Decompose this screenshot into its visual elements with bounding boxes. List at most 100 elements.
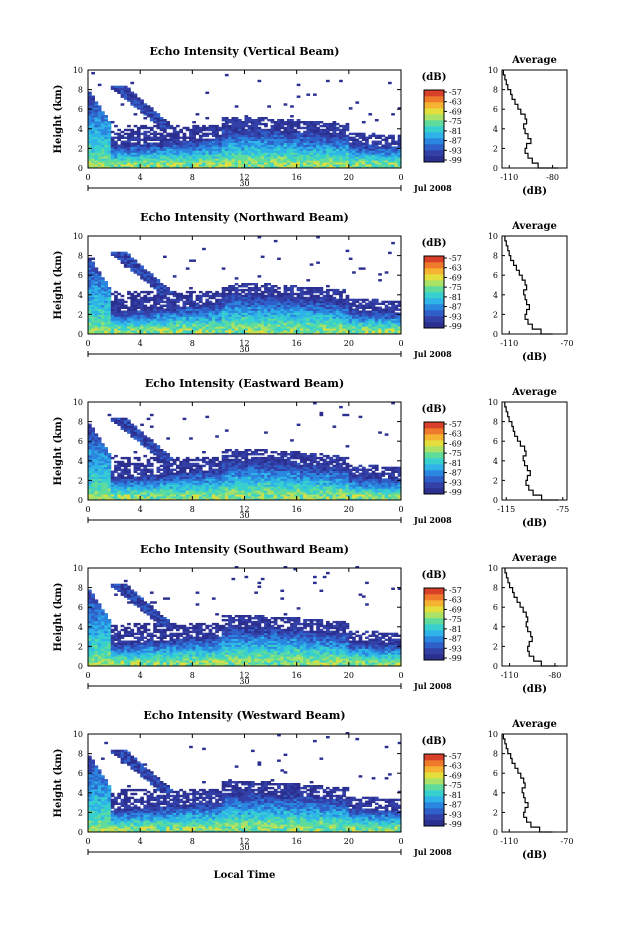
heatmap-cell <box>306 287 310 289</box>
heatmap-cell <box>333 297 337 299</box>
heatmap-cell <box>147 105 151 107</box>
heatmap-cell <box>134 295 138 297</box>
heatmap-cell <box>170 125 174 127</box>
heatmap-cell <box>111 301 115 303</box>
heatmap-cell <box>121 295 125 297</box>
colorbar-swatch <box>424 256 444 262</box>
heatmap-cell <box>352 133 356 135</box>
colorbar-swatch <box>424 120 444 126</box>
heatmap-cell <box>323 129 327 131</box>
heatmap-cell <box>117 418 121 420</box>
colorbar-swatch <box>424 322 444 328</box>
heatmap-cell <box>186 291 190 293</box>
heatmap-cell <box>264 123 268 125</box>
heatmap-cell <box>143 117 147 119</box>
heatmap-cell <box>140 297 144 299</box>
heatmap-cell <box>127 254 131 256</box>
heatmap-cell <box>199 291 203 293</box>
heatmap-cell <box>320 297 324 299</box>
heatmap-cell <box>108 414 112 416</box>
heatmap-cell <box>349 299 353 301</box>
heatmap-cell <box>235 283 239 285</box>
heatmap-cell <box>209 139 213 141</box>
heatmap-cell <box>147 307 151 309</box>
heatmap-cell <box>222 117 226 119</box>
heatmap-cell <box>134 94 138 96</box>
heatmap-cell <box>235 105 239 107</box>
heatmap-cell <box>186 127 190 129</box>
heatmap-cell <box>365 311 369 313</box>
heatmap-cell <box>251 287 255 289</box>
heatmap-cell <box>108 287 112 289</box>
heatmap-cell <box>297 131 301 133</box>
heatmap-cell <box>114 465 118 467</box>
colorbar-tick-label: -99 <box>449 156 462 165</box>
heatmap-cell <box>114 141 118 143</box>
heatmap-cell <box>241 121 245 123</box>
heatmap-cell <box>300 121 304 123</box>
heatmap-cell <box>251 293 255 295</box>
heatmap-cell <box>111 86 115 88</box>
average-x-label: (dB) <box>522 352 547 363</box>
heatmap-cell <box>293 129 297 131</box>
heatmap-cell <box>320 125 324 127</box>
y-tick-label: 2 <box>78 144 83 153</box>
heatmap-cell <box>261 291 265 293</box>
heatmap-cell <box>140 265 144 267</box>
heatmap-cell <box>98 271 102 273</box>
x-tick-label: 20 <box>344 339 354 348</box>
heatmap-cell <box>254 283 258 285</box>
heatmap-cell <box>147 143 151 145</box>
heatmap-cell <box>163 119 167 121</box>
heatmap-cell <box>150 133 154 135</box>
heatmap-cell <box>225 74 229 76</box>
heatmap-cell <box>388 252 392 254</box>
average-frame <box>502 70 567 168</box>
heatmap-cell <box>388 307 392 309</box>
heatmap-cell <box>137 97 141 99</box>
heatmap-cell <box>290 285 294 287</box>
colorbar-swatch <box>424 102 444 108</box>
heatmap-cell <box>150 143 154 145</box>
heatmap-cell <box>316 121 320 123</box>
heatmap-cell <box>117 252 121 254</box>
heatmap-cell <box>326 123 330 125</box>
heatmap-cell <box>130 258 134 260</box>
heatmap-cell <box>297 84 301 86</box>
heatmap-cell <box>157 137 161 139</box>
heatmap-cell <box>137 473 141 475</box>
average-title: Average <box>511 221 557 232</box>
heatmap-cell <box>375 299 379 301</box>
heatmap-cell <box>196 303 200 305</box>
heatmap-cell <box>339 291 343 293</box>
average-y-tick-label: 6 <box>493 105 498 114</box>
heatmap-cell <box>368 301 372 303</box>
heatmap-cell <box>98 105 102 107</box>
heatmap-cell <box>137 127 141 129</box>
colorbar-swatch <box>424 310 444 316</box>
heatmap-cell <box>114 418 118 420</box>
heatmap-cell <box>336 123 340 125</box>
heatmap-cell <box>277 287 281 289</box>
heatmap-cell <box>202 248 206 250</box>
colorbar-tick-label: -57 <box>449 88 462 97</box>
heatmap-cell <box>130 129 134 131</box>
colorbar-swatch <box>424 298 444 304</box>
heatmap-cell <box>381 145 385 147</box>
heatmap-cell <box>352 271 356 273</box>
y-tick-label: 0 <box>78 330 83 339</box>
heatmap-cell <box>326 289 330 291</box>
heatmap-cell <box>101 443 105 445</box>
heatmap-cell <box>222 287 226 289</box>
heatmap-cell <box>143 291 147 293</box>
heatmap-cell <box>232 117 236 119</box>
colorbar-tick-label: -87 <box>449 137 462 146</box>
heatmap-cell <box>130 463 134 465</box>
heatmap-cell <box>140 291 144 293</box>
heatmap-cell <box>306 297 310 299</box>
colorbar-tick-label: -69 <box>449 107 462 116</box>
heatmap-cell <box>127 307 131 309</box>
heatmap-cell <box>189 260 193 262</box>
heatmap-cell <box>258 80 262 82</box>
